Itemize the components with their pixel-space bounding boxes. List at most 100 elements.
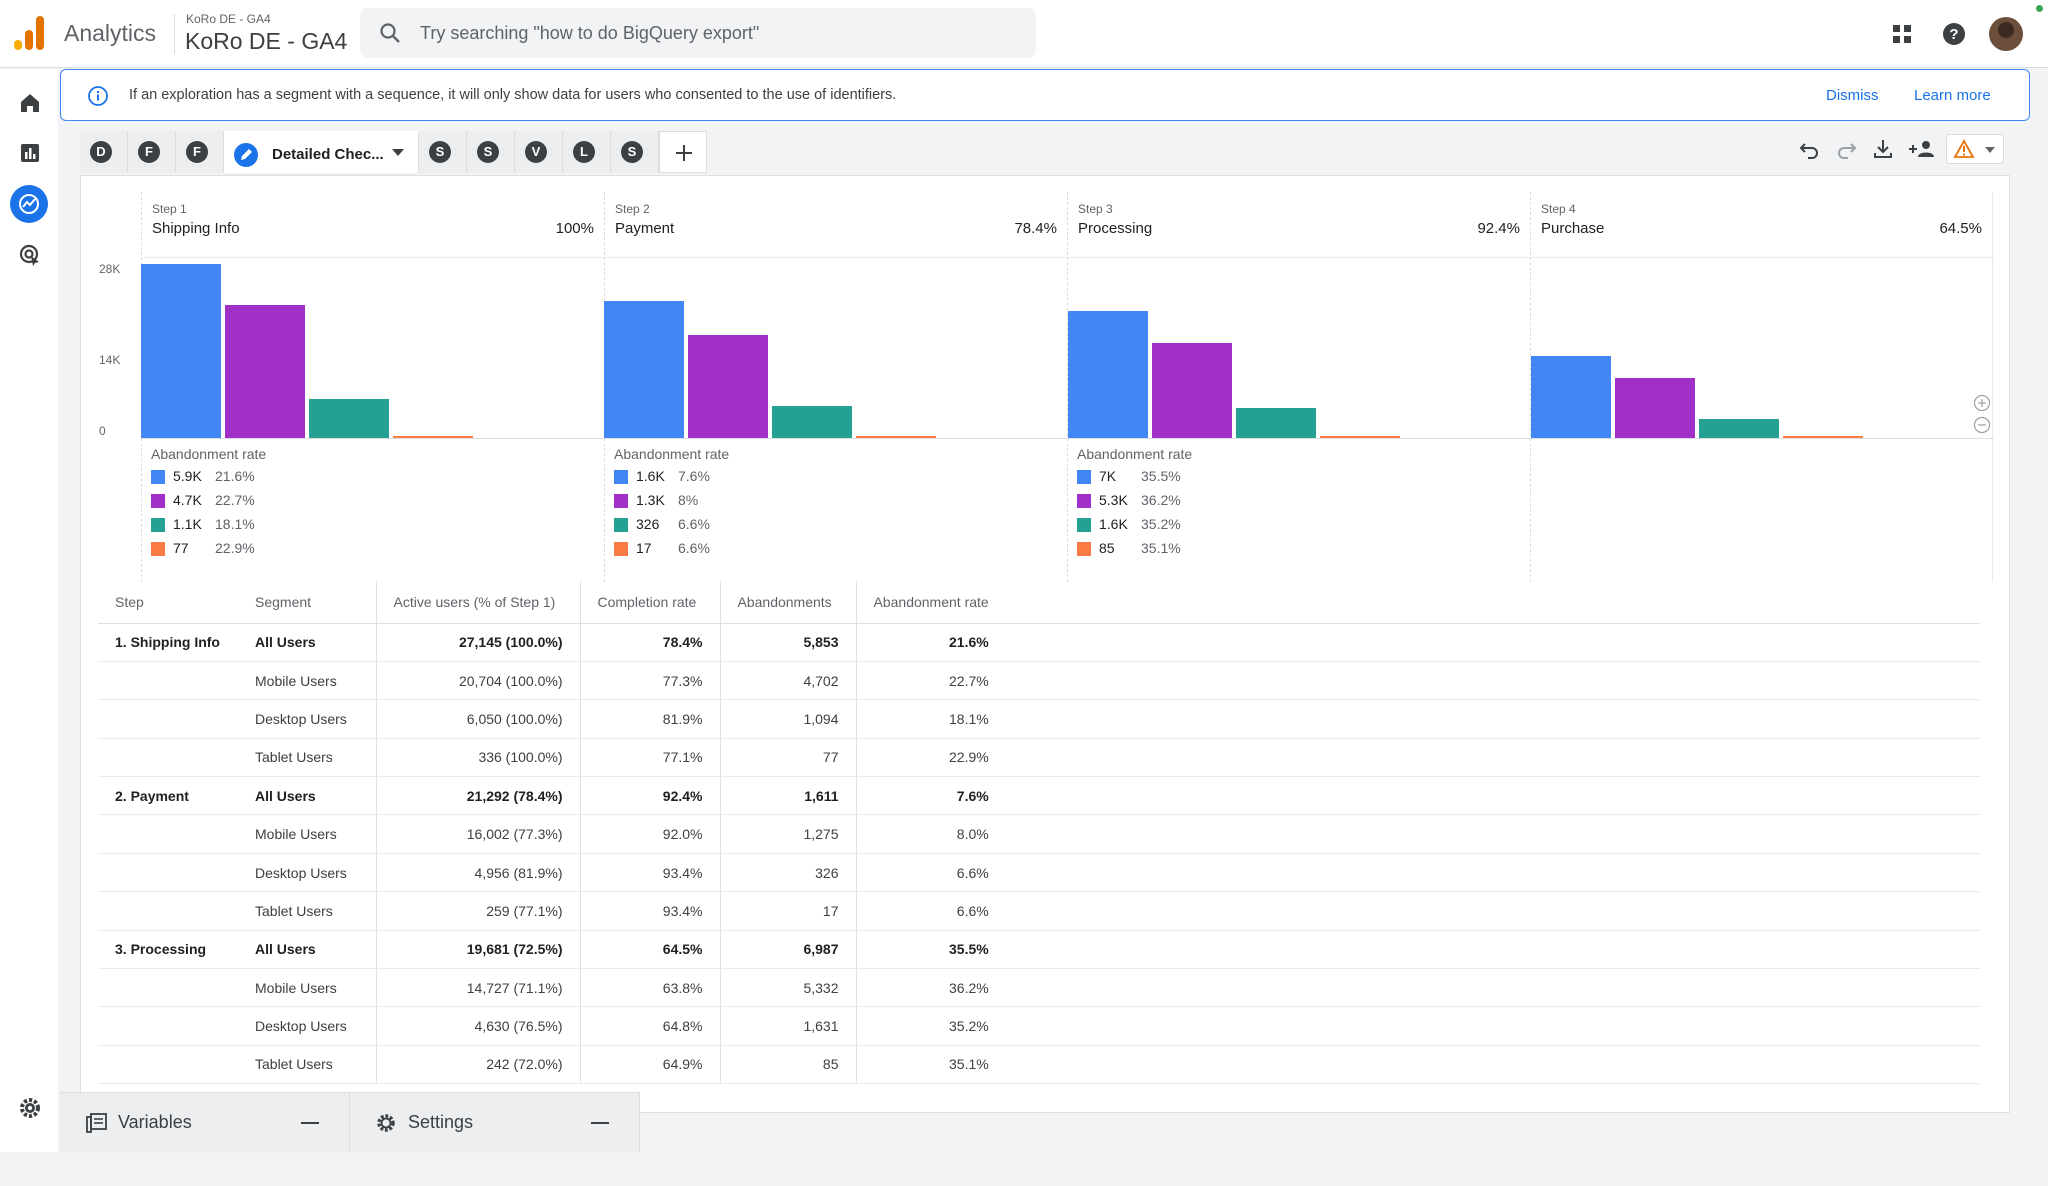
tab-letter: S <box>477 141 499 163</box>
minimize-icon[interactable] <box>301 1122 319 1124</box>
tab-s2[interactable]: S <box>467 131 515 173</box>
property-name[interactable]: KoRo DE - GA4 <box>185 28 348 54</box>
col-active-users[interactable]: Active users (% of Step 1) <box>376 581 581 624</box>
cell-active-users: 4,956 (81.9%) <box>376 853 581 893</box>
tab-d[interactable]: D <box>80 131 128 173</box>
cell-segment: Mobile Users <box>238 661 377 701</box>
bar-tablet-users-step-1[interactable] <box>393 435 473 438</box>
bar-plot-area <box>141 258 1994 438</box>
bar-tablet-users-step-2[interactable] <box>856 436 937 438</box>
cell-segment: Desktop Users <box>238 853 377 893</box>
step-number: Step 1 <box>152 202 187 216</box>
advertising-icon[interactable] <box>16 241 44 269</box>
table-row[interactable]: 1. Shipping Info All Users 27,145 (100.0%)… <box>98 623 1980 662</box>
abandon-value: 4.7K <box>173 492 202 508</box>
avatar[interactable] <box>1989 17 2023 51</box>
table-row[interactable]: Desktop Users 4,956 (81.9%) 93.4% 326 6.6% <box>98 853 1980 893</box>
step-column-1: Step 1 Shipping Info 100% <box>141 192 604 582</box>
search-input[interactable]: Try searching "how to do BigQuery export… <box>420 23 760 43</box>
cell-filler <box>1005 968 1980 1008</box>
cell-abandonment-rate: 21.6% <box>856 623 1006 662</box>
pencil-icon <box>234 143 258 167</box>
add-tab-button[interactable] <box>659 131 707 173</box>
bar-desktop-users-step-3[interactable] <box>1235 408 1316 438</box>
warning-dropdown[interactable] <box>1946 134 2004 164</box>
download-icon[interactable] <box>1870 136 1896 162</box>
table-row[interactable]: Tablet Users 336 (100.0%) 77.1% 77 22.9% <box>98 738 1980 778</box>
redo-icon[interactable] <box>1834 136 1860 162</box>
search-bar[interactable]: Try searching "how to do BigQuery export… <box>360 8 1036 58</box>
table-row[interactable]: 3. Processing All Users 19,681 (72.5%) 64.5… <box>98 930 1980 970</box>
bar-desktop-users-step-2[interactable] <box>772 406 853 438</box>
col-segment[interactable]: Segment <box>238 581 377 624</box>
col-abandonment-rate[interactable]: Abandonment rate <box>856 581 1006 624</box>
zoom-in-icon[interactable] <box>1973 394 1991 412</box>
cell-active-users: 14,727 (71.1%) <box>376 968 581 1008</box>
table-row[interactable]: Desktop Users 6,050 (100.0%) 81.9% 1,094 18.… <box>98 699 1980 739</box>
explore-icon[interactable] <box>15 190 43 218</box>
chevron-down-icon[interactable] <box>392 149 404 156</box>
cell-filler <box>1005 661 1980 701</box>
cell-active-users: 4,630 (76.5%) <box>376 1006 581 1046</box>
reports-icon[interactable] <box>16 139 44 167</box>
bar-tablet-users-step-4[interactable] <box>1782 436 1863 438</box>
bar-mobile-users-step-1[interactable] <box>225 304 305 438</box>
cell-abandonment-rate: 35.1% <box>856 1045 1006 1085</box>
cell-abandonment-rate: 6.6% <box>856 853 1006 893</box>
learn-more-link[interactable]: Learn more <box>1914 87 1991 104</box>
tab-detailed-checkout[interactable]: Detailed Chec... <box>224 131 419 173</box>
cell-active-users: 27,145 (100.0%) <box>376 623 581 662</box>
bar-all-users-step-3[interactable] <box>1067 311 1148 438</box>
cell-segment: All Users <box>238 776 377 816</box>
abandon-rate: 21.6% <box>215 468 255 484</box>
tab-s3[interactable]: S <box>611 131 659 173</box>
variables-panel-toggle[interactable]: Variables <box>60 1093 350 1153</box>
cell-step: 2. Payment <box>98 776 238 816</box>
tab-l[interactable]: L <box>563 131 611 173</box>
bar-tablet-users-step-3[interactable] <box>1319 436 1400 438</box>
legend-title: Abandonment rate <box>151 446 267 462</box>
tab-v[interactable]: V <box>515 131 563 173</box>
bar-desktop-users-step-4[interactable] <box>1698 418 1779 438</box>
cell-filler <box>1005 930 1980 970</box>
share-users-icon[interactable] <box>1906 136 1938 162</box>
minimize-icon[interactable] <box>591 1122 609 1124</box>
cell-completion-rate: 77.1% <box>580 738 721 778</box>
table-row[interactable]: Mobile Users 20,704 (100.0%) 77.3% 4,702 22.… <box>98 661 1980 701</box>
col-abandonments[interactable]: Abandonments <box>720 581 857 624</box>
admin-gear-icon[interactable] <box>16 1094 44 1122</box>
analytics-logo-icon[interactable] <box>14 16 44 50</box>
tab-f2[interactable]: F <box>176 131 224 173</box>
bar-all-users-step-1[interactable] <box>141 263 221 438</box>
tab-s1[interactable]: S <box>419 131 467 173</box>
bar-mobile-users-step-3[interactable] <box>1151 343 1232 438</box>
account-path[interactable]: KoRo DE - GA4 <box>186 12 271 26</box>
cell-completion-rate: 78.4% <box>580 623 721 662</box>
table-row[interactable]: Tablet Users 242 (72.0%) 64.9% 85 35.1% <box>98 1045 1980 1085</box>
bar-all-users-step-4[interactable] <box>1530 356 1611 438</box>
undo-icon[interactable] <box>1796 136 1822 162</box>
col-step[interactable]: Step <box>98 581 238 624</box>
table-row[interactable]: 2. Payment All Users 21,292 (78.4%) 92.4% 1,… <box>98 776 1980 816</box>
dismiss-link[interactable]: Dismiss <box>1826 87 1879 104</box>
table-row[interactable]: Tablet Users 259 (77.1%) 93.4% 17 6.6% <box>98 891 1980 931</box>
bar-mobile-users-step-2[interactable] <box>688 335 769 438</box>
bar-desktop-users-step-1[interactable] <box>309 399 389 438</box>
table-row[interactable]: Mobile Users 14,727 (71.1%) 63.8% 5,332 36.2… <box>98 968 1980 1008</box>
help-icon[interactable]: ? <box>1940 20 1968 48</box>
bar-all-users-step-2[interactable] <box>604 301 685 438</box>
abandon-value: 85 <box>1099 540 1115 556</box>
settings-panel-toggle[interactable]: Settings <box>350 1093 640 1153</box>
tab-f1[interactable]: F <box>128 131 176 173</box>
table-row[interactable]: Desktop Users 4,630 (76.5%) 64.8% 1,631 35.2… <box>98 1006 1980 1046</box>
zoom-out-icon[interactable] <box>1973 416 1991 434</box>
table-row[interactable]: Mobile Users 16,002 (77.3%) 92.0% 1,275 8.0% <box>98 814 1980 854</box>
abandon-rate: 22.7% <box>215 492 255 508</box>
cell-step <box>98 814 238 854</box>
apps-grid-icon[interactable] <box>1888 20 1916 48</box>
bar-mobile-users-step-4[interactable] <box>1614 377 1695 438</box>
cell-abandonments: 1,631 <box>720 1006 857 1046</box>
home-icon[interactable] <box>16 89 44 117</box>
col-completion-rate[interactable]: Completion rate <box>580 581 721 624</box>
abandon-rate: 6.6% <box>678 516 710 532</box>
